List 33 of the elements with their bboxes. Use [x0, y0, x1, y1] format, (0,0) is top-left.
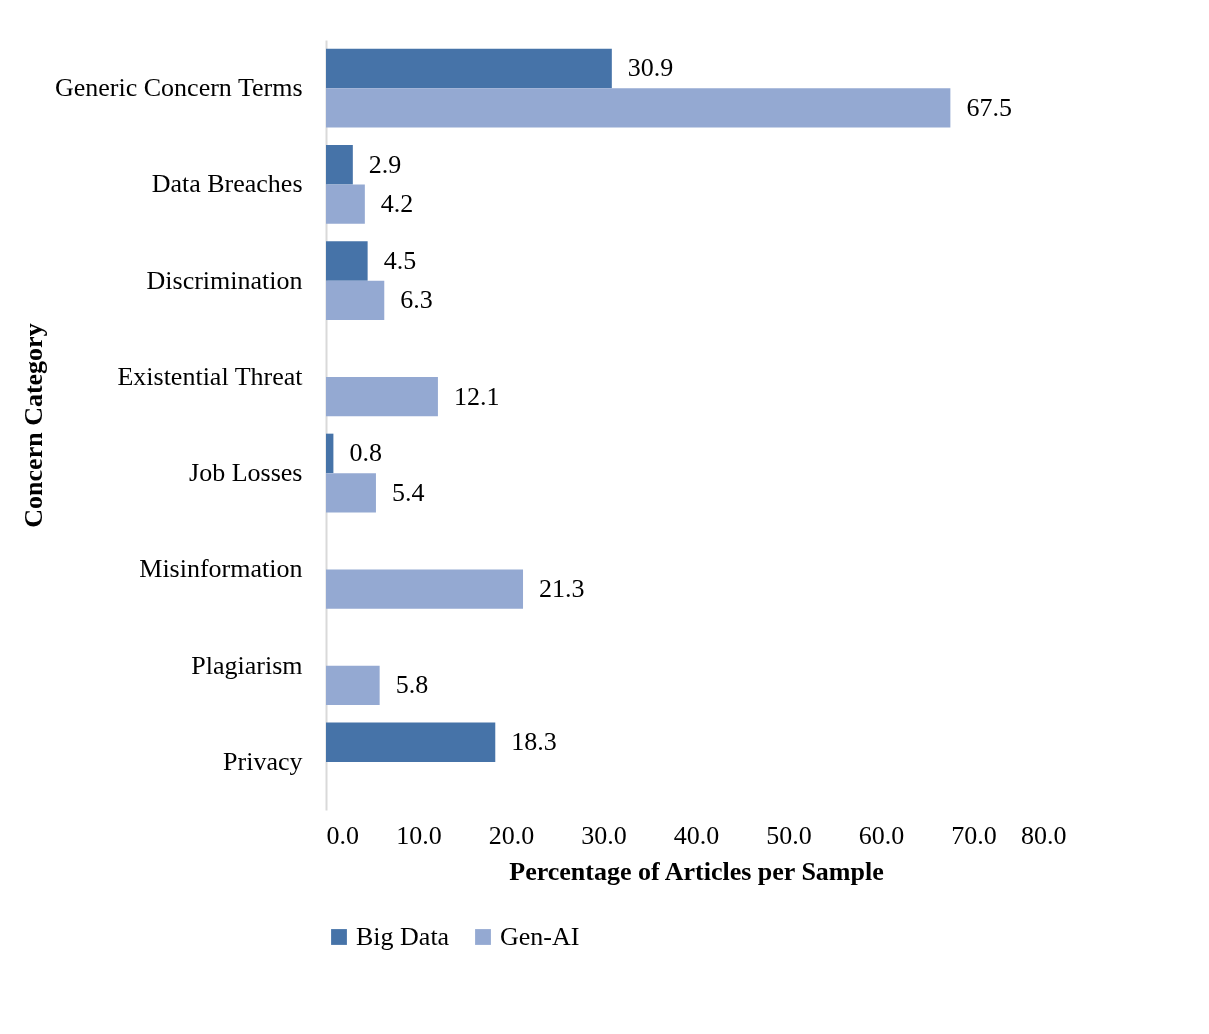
y-tick-label: Misinformation — [139, 554, 303, 584]
data-label: 67.5 — [966, 92, 1012, 122]
y-tick-label: Existential Threat — [117, 361, 304, 391]
data-label: 5.8 — [395, 670, 429, 700]
legend-label: Gen-AI — [500, 922, 580, 951]
data-label: 30.9 — [627, 53, 674, 83]
x-tick-label: 30.0 — [581, 820, 627, 850]
y-tick-label: Discrimination — [146, 265, 303, 295]
x-tick-label: 20.0 — [488, 820, 535, 850]
legend-label: Big Data — [356, 922, 450, 951]
data-label: 21.3 — [539, 574, 585, 604]
y-tick-label: Privacy — [223, 746, 303, 776]
data-label: 4.2 — [380, 189, 414, 219]
data-label: 2.9 — [368, 149, 402, 179]
x-axis-title: Percentage of Articles per Sample — [509, 856, 884, 886]
data-label: 12.1 — [453, 381, 500, 411]
y-axis-title: Concern Category — [18, 323, 48, 528]
x-tick-label: 60.0 — [858, 820, 905, 850]
data-label: 6.3 — [400, 285, 433, 315]
data-label: 4.5 — [383, 245, 417, 275]
x-tick-label: 0.0 — [326, 820, 359, 850]
x-tick-label: 10.0 — [396, 820, 442, 850]
x-tick-label: 70.0 — [951, 820, 997, 850]
data-label: 0.8 — [349, 438, 382, 468]
y-tick-label: Data Breaches — [151, 169, 303, 199]
data-label: 18.3 — [511, 727, 557, 757]
x-tick-label: 40.0 — [673, 820, 720, 850]
y-tick-label: Generic Concern Terms — [55, 73, 303, 103]
data-label: 5.4 — [391, 477, 425, 507]
y-tick-label: Plagiarism — [191, 650, 303, 680]
x-tick-label: 50.0 — [766, 820, 812, 850]
y-tick-label: Job Losses — [189, 458, 303, 488]
x-tick-label: 80.0 — [1021, 820, 1067, 850]
